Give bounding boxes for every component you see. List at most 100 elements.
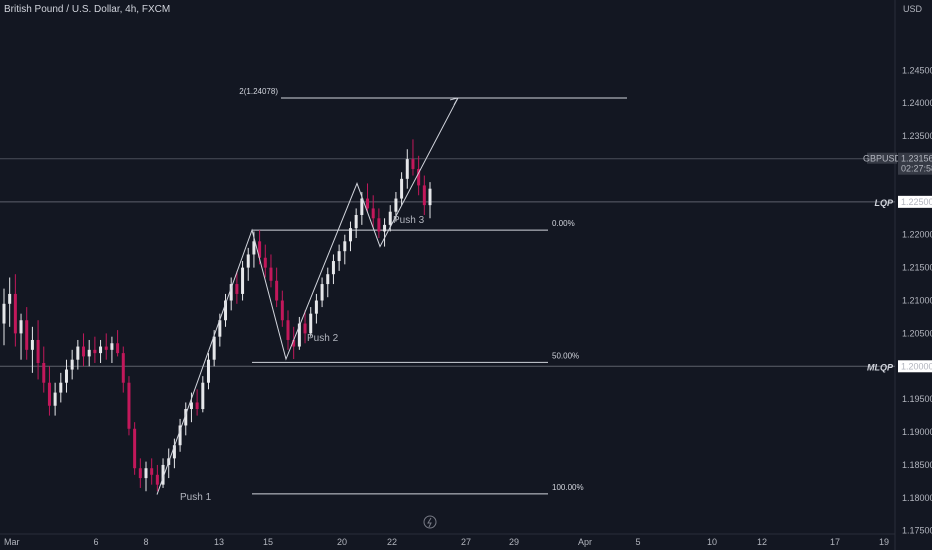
candle (224, 293, 228, 327)
candle-body (8, 293, 12, 304)
candle-body (138, 468, 142, 479)
candle (64, 359, 68, 393)
candle (263, 244, 267, 278)
flash-icon[interactable] (423, 515, 437, 529)
candle-body (64, 369, 68, 383)
candle (19, 313, 23, 360)
candle-body (297, 323, 301, 347)
candle (8, 277, 12, 327)
candle-body (127, 382, 131, 429)
candle (275, 267, 279, 308)
candle-body (121, 353, 125, 383)
candle-body (25, 320, 29, 350)
level-price: 1.22500 (901, 197, 932, 207)
candle-body (229, 284, 233, 301)
candle-body (337, 251, 341, 262)
y-tick-label: 1.18500 (902, 460, 932, 470)
push-annotation: Push 1 (180, 492, 212, 503)
candle (93, 336, 97, 363)
zigzag-path (156, 97, 459, 495)
candle-body (87, 349, 91, 357)
candle (2, 288, 6, 346)
candle-body (82, 346, 86, 357)
candle-body (47, 382, 51, 406)
level-price-bg (898, 195, 932, 208)
candle-body (155, 474, 159, 485)
candle (116, 330, 120, 357)
candle (184, 402, 188, 436)
candle-body (36, 339, 40, 363)
candle-body (104, 346, 108, 350)
y-tick-label: 1.21500 (902, 263, 932, 273)
candle (348, 221, 352, 252)
candle-body (303, 323, 307, 334)
candle (178, 418, 182, 452)
candle-body (178, 425, 182, 446)
candle (121, 346, 125, 393)
candle-body (383, 224, 387, 232)
x-tick-label: 10 (707, 537, 717, 547)
fib-label: 100.00% (552, 483, 584, 492)
candle (235, 270, 239, 304)
candle-body (417, 168, 421, 186)
level-price: 1.20000 (901, 361, 932, 371)
candle (326, 267, 330, 298)
price-tag-symbol-bg (867, 152, 897, 164)
candle-body (377, 218, 381, 232)
candle (292, 326, 296, 360)
candle (280, 290, 284, 327)
candle-body (263, 257, 267, 268)
candle-body (394, 198, 398, 212)
level-label: LQP (874, 198, 893, 208)
candle-body (218, 320, 222, 337)
candle-body (19, 320, 23, 334)
candle-body (184, 409, 188, 426)
candle-body (99, 346, 103, 354)
candle (405, 149, 409, 189)
candle-body (144, 468, 148, 479)
candle (309, 307, 313, 337)
candle (246, 247, 250, 281)
candle (25, 307, 29, 360)
fib-label: 2(1.24078) (239, 87, 278, 96)
candle (76, 339, 80, 370)
candle (47, 366, 51, 416)
candle (36, 320, 40, 380)
candle (366, 183, 370, 212)
candle (383, 218, 387, 247)
candle (286, 310, 290, 350)
candle (155, 464, 159, 492)
candle-body (258, 241, 262, 258)
candle (331, 254, 335, 285)
candle-body (366, 198, 370, 209)
level-label: MLQP (867, 362, 894, 372)
candle (133, 422, 137, 475)
price-tag-countdown: 02:27:58 (901, 164, 932, 174)
x-tick-label: 27 (461, 537, 471, 547)
candle-body (360, 198, 364, 216)
candle (144, 461, 148, 492)
candle (42, 346, 46, 393)
price-tag-bg (898, 152, 932, 175)
candle-body (93, 349, 97, 354)
price-tag-value: 1.23156 (901, 154, 932, 164)
candle (53, 382, 57, 416)
candle-body (241, 267, 245, 294)
x-tick-label: 13 (214, 537, 224, 547)
x-tick-label: Mar (4, 537, 20, 547)
candle-body (53, 392, 57, 406)
y-tick-label: 1.24500 (902, 65, 932, 75)
candle-body (422, 185, 426, 206)
currency-label: USD (903, 4, 923, 14)
candle (303, 310, 307, 344)
candle (195, 389, 199, 416)
candle (229, 277, 233, 311)
candle (269, 254, 273, 288)
candle (127, 376, 131, 436)
candle-body (206, 359, 210, 383)
candle-body (13, 293, 17, 334)
candle-body (246, 254, 250, 268)
x-tick-label: 22 (387, 537, 397, 547)
candle-body (76, 346, 80, 360)
